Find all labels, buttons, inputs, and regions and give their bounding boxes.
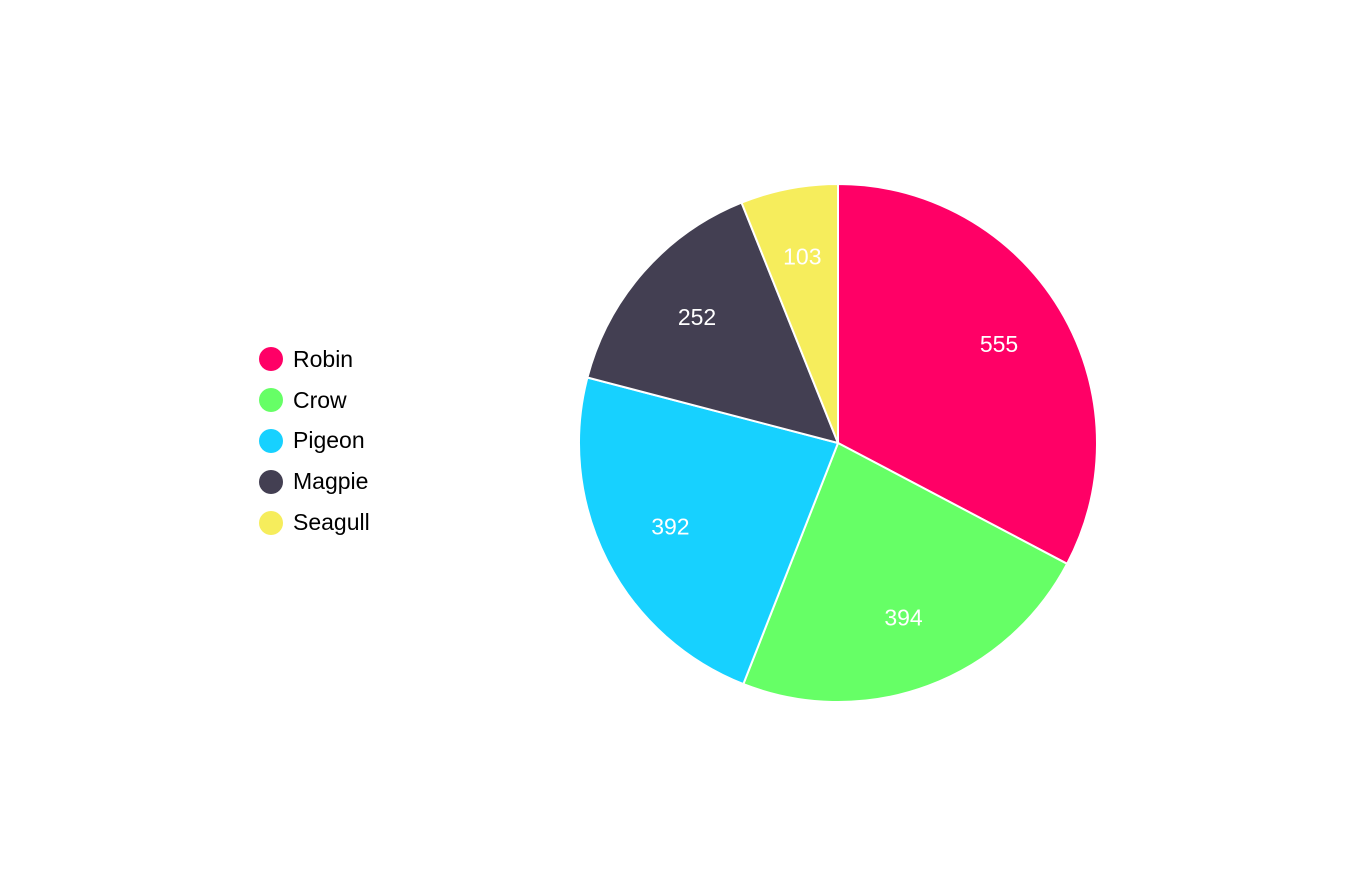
pie-slice-seagull <box>740 182 839 444</box>
legend-item-pigeon: Pigeon <box>259 421 459 462</box>
legend-item-seagull: Seagull <box>259 502 459 543</box>
legend-label-robin: Robin <box>293 345 354 372</box>
data-label-crow: 394 <box>884 604 923 630</box>
legend-label-pigeon: Pigeon <box>293 427 365 454</box>
pie-data-labels: 555 394 392 252 103 <box>651 243 1018 630</box>
pie-slice-magpie <box>586 201 840 445</box>
legend-label-seagull: Seagull <box>293 509 370 536</box>
legend-item-crow: Crow <box>259 380 459 421</box>
pie-slice-crow <box>742 441 1069 703</box>
data-label-seagull: 103 <box>783 243 821 269</box>
legend-label-magpie: Magpie <box>293 468 369 495</box>
legend-swatch-seagull <box>259 510 283 535</box>
legend-swatch-pigeon <box>259 428 283 453</box>
pie-slices <box>578 182 1098 703</box>
pie-slice-pigeon <box>578 376 840 686</box>
data-label-robin: 555 <box>980 331 1018 357</box>
legend-swatch-crow <box>259 388 283 413</box>
legend-swatch-magpie <box>259 469 283 494</box>
legend-label-crow: Crow <box>293 386 347 413</box>
chart-legend: Robin Crow Pigeon Magpie Seagull <box>259 339 459 543</box>
data-label-pigeon: 392 <box>651 513 689 539</box>
pie-slice-robin <box>837 182 1098 566</box>
legend-swatch-robin <box>259 347 283 372</box>
legend-item-magpie: Magpie <box>259 461 459 502</box>
legend-item-robin: Robin <box>259 339 459 380</box>
data-label-magpie: 252 <box>678 304 716 330</box>
